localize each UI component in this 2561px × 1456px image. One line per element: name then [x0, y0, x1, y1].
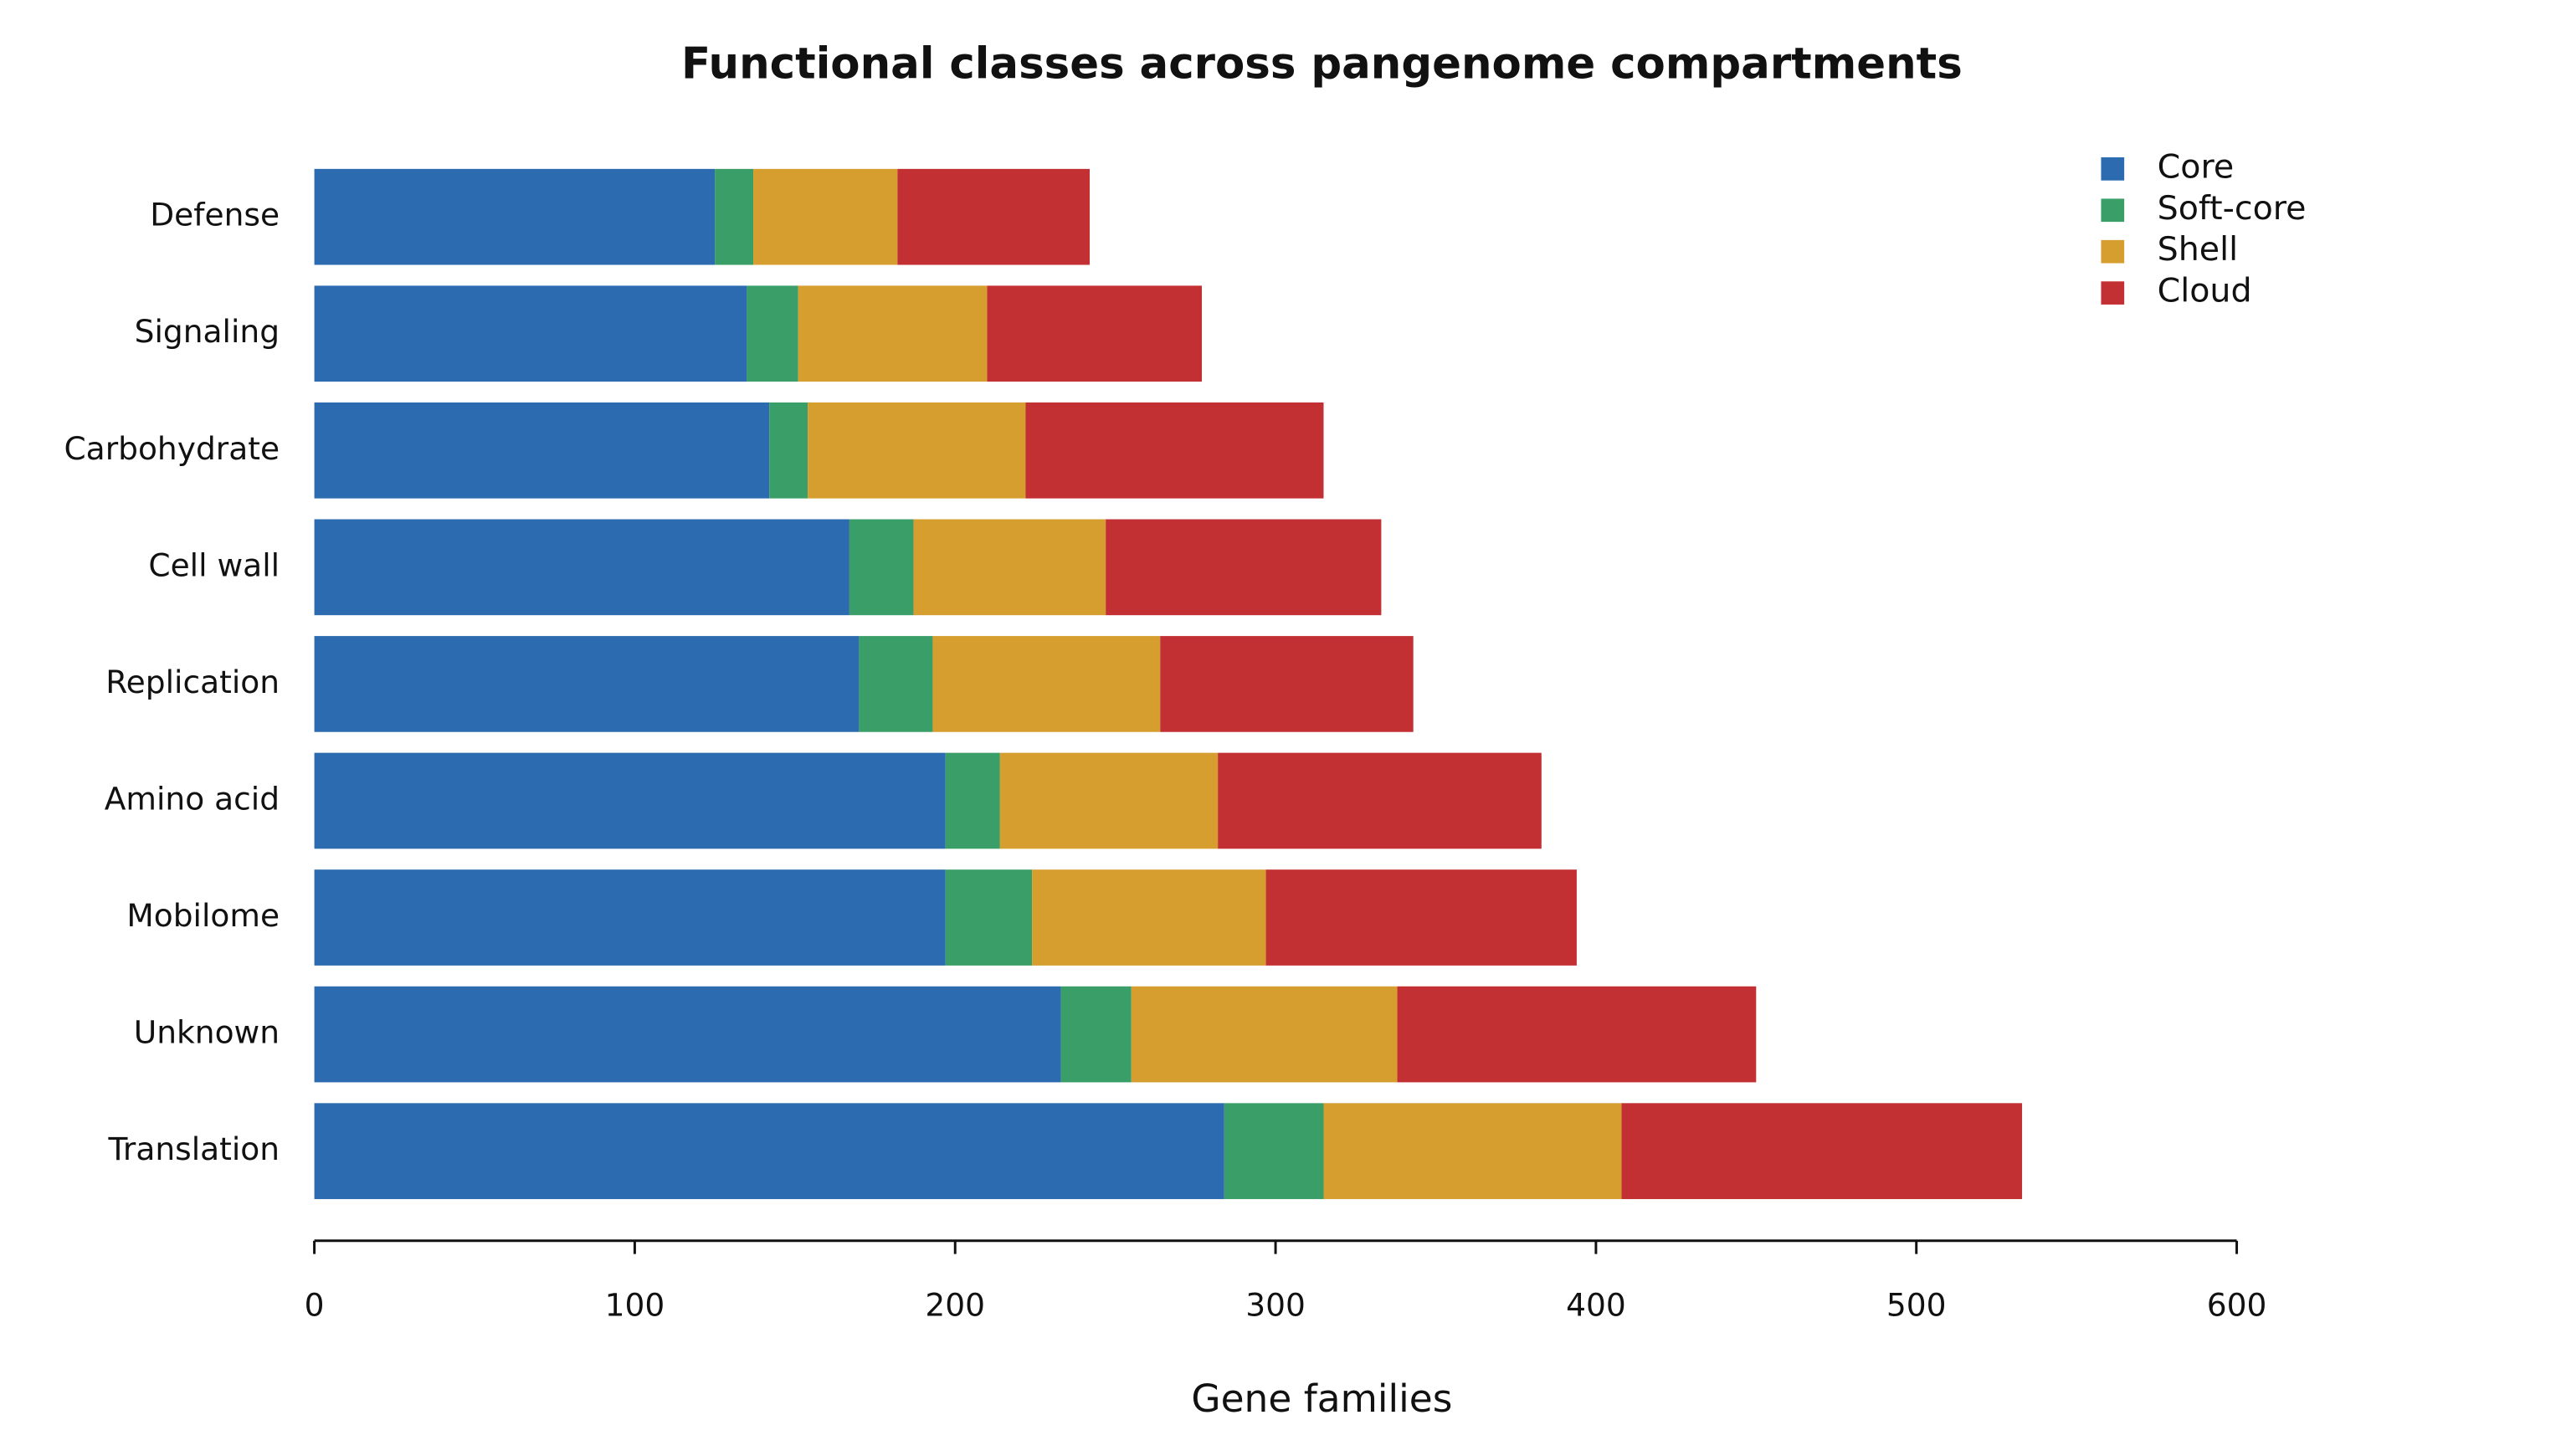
legend-swatch	[2101, 198, 2125, 223]
bar-segment	[987, 285, 1203, 382]
bar-segment	[859, 636, 933, 732]
y-tick-label: Defense	[150, 197, 280, 233]
legend-swatch	[2101, 239, 2125, 264]
x-tick-label: 500	[1886, 1286, 1947, 1323]
x-tick-label: 600	[2207, 1286, 2267, 1323]
bar-segment	[314, 168, 716, 265]
bar-segment	[945, 752, 1000, 849]
bar-segment	[1224, 1103, 1324, 1199]
bar-segment	[314, 1103, 1224, 1199]
bar-segment	[1265, 869, 1577, 966]
chart-title: Functional classes across pangenome comp…	[681, 38, 1963, 89]
bar-segment	[1025, 402, 1324, 499]
bar-segment	[808, 402, 1026, 499]
legend-label: Soft-core	[2158, 189, 2307, 228]
y-tick-label: Unknown	[134, 1014, 280, 1051]
legend-label: Cloud	[2158, 272, 2252, 310]
bar-segment	[314, 636, 860, 732]
bar-segment	[314, 285, 747, 382]
bar-segment	[913, 519, 1106, 616]
bar-segment	[747, 285, 798, 382]
bar-segment	[1106, 519, 1382, 616]
y-tick-label: Replication	[105, 664, 280, 700]
bar-segment	[945, 869, 1033, 966]
bar-segment	[849, 519, 914, 616]
bar-segment	[769, 402, 808, 499]
bar-segment	[314, 402, 770, 499]
legend-swatch	[2101, 281, 2125, 305]
bar-segment	[1160, 636, 1414, 732]
bar-segment	[1060, 986, 1132, 1083]
bar-segment	[897, 168, 1091, 265]
x-tick-label: 100	[605, 1286, 665, 1323]
bar-segment	[314, 752, 946, 849]
bar-segment	[1621, 1103, 2023, 1199]
bar-segment	[314, 869, 946, 966]
legend-label: Core	[2158, 147, 2234, 186]
bar-segment	[1323, 1103, 1622, 1199]
x-tick-label: 200	[925, 1286, 985, 1323]
bar-segment	[1131, 986, 1398, 1083]
y-tick-label: Carbohydrate	[64, 430, 280, 467]
bar-segment	[753, 168, 898, 265]
y-tick-label: Signaling	[135, 313, 280, 350]
bar-segment	[1397, 986, 1757, 1083]
y-tick-label: Translation	[107, 1130, 280, 1167]
bar-segment	[1032, 869, 1266, 966]
bar-segment	[932, 636, 1161, 732]
y-tick-label: Amino acid	[105, 780, 280, 817]
y-tick-label: Mobilome	[126, 897, 280, 934]
bar-segment	[1218, 752, 1542, 849]
y-tick-label: Cell wall	[148, 546, 280, 583]
legend-swatch	[2101, 157, 2125, 181]
bar-segment	[999, 752, 1219, 849]
x-tick-label: 0	[305, 1286, 325, 1323]
bar-segment	[715, 168, 754, 265]
legend-label: Shell	[2158, 230, 2238, 269]
bar-segment	[798, 285, 988, 382]
x-tick-label: 300	[1245, 1286, 1306, 1323]
x-axis-label: Gene families	[1191, 1377, 1452, 1421]
bar-segment	[314, 519, 849, 616]
bar-segment	[314, 986, 1061, 1083]
x-tick-label: 400	[1566, 1286, 1626, 1323]
